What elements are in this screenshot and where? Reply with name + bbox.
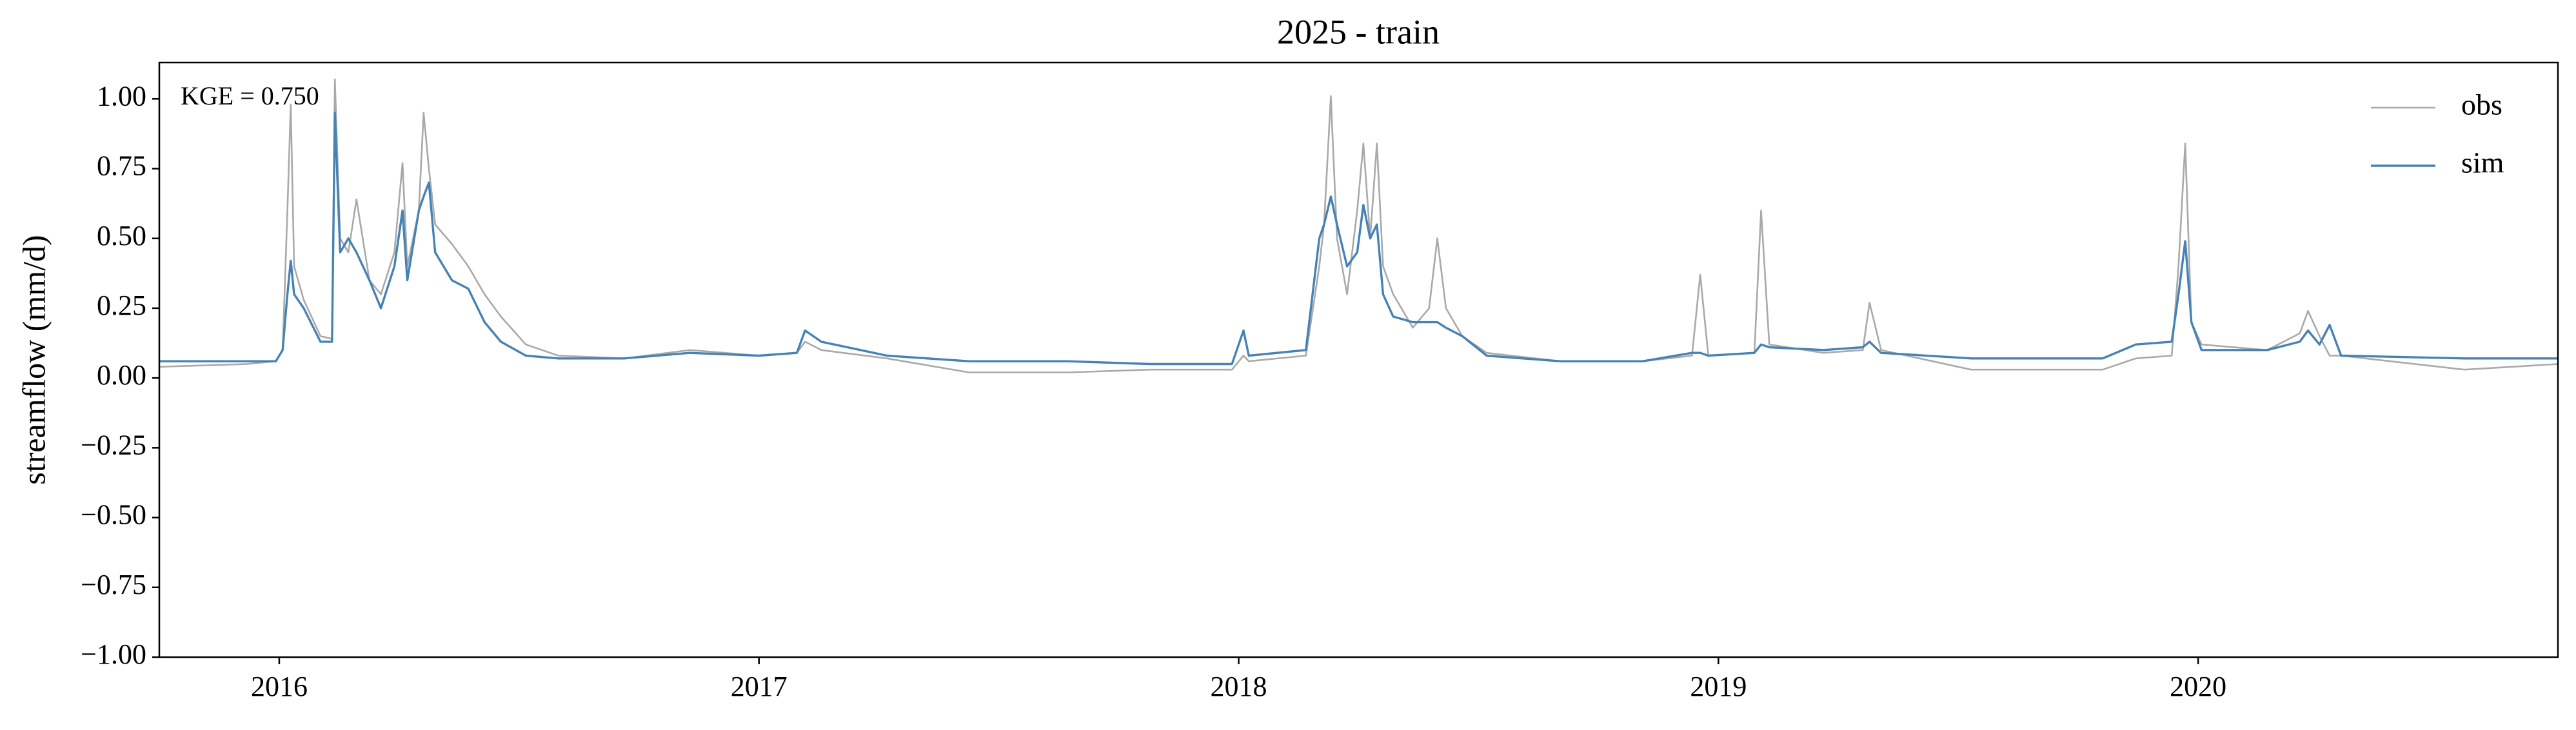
x-tick-label: 2018 [1211, 671, 1267, 702]
x-tick-label: 2020 [2170, 671, 2226, 702]
y-tick-label: −0.75 [81, 569, 146, 600]
annotation: KGE = 0.750 [181, 81, 319, 110]
chart-title: 2025 - train [1277, 12, 1440, 51]
y-tick-label: 1.00 [97, 80, 146, 112]
x-tick-label: 2017 [731, 671, 788, 702]
x-tick-label: 2019 [1690, 671, 1747, 702]
y-tick-label: −0.50 [81, 499, 146, 531]
y-tick-label: 0.25 [97, 290, 146, 321]
y-tick-label: 0.75 [97, 150, 146, 182]
series-line [159, 78, 2559, 373]
y-tick-label: −0.25 [81, 429, 146, 460]
x-tick-label: 2016 [251, 671, 308, 702]
y-tick-label: 0.00 [97, 359, 146, 391]
y-tick-label: −1.00 [81, 638, 146, 670]
y-axis-label: streamflow (mm/d) [15, 235, 52, 484]
y-tick-label: 0.50 [97, 220, 146, 252]
axes-frame [158, 61, 2559, 658]
series-line [159, 112, 2558, 366]
plot-area [159, 78, 2559, 373]
legend-label: sim [2461, 146, 2504, 179]
legend-label: obs [2461, 88, 2502, 121]
